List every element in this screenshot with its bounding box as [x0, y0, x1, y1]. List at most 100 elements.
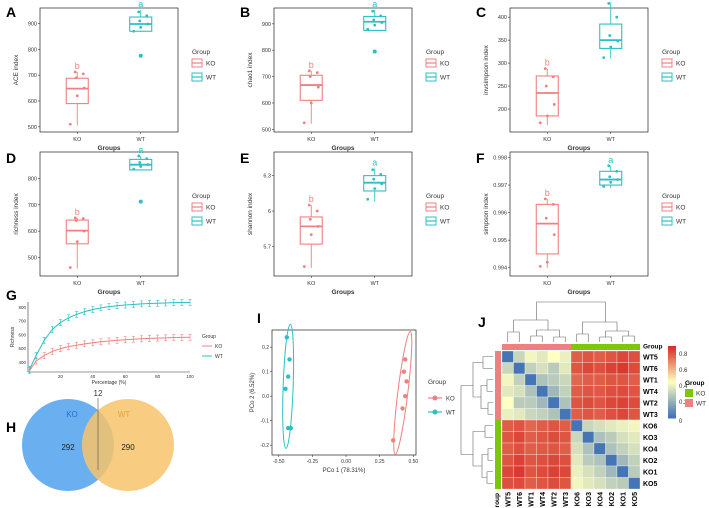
data-point: [75, 94, 79, 98]
legend-title: Group: [426, 49, 444, 56]
significance-letter: a: [372, 0, 377, 9]
heatmap-cell: [559, 465, 572, 478]
heatmap-cell: [593, 362, 606, 375]
y-tick-label: 400: [18, 360, 26, 365]
x-axis-title: PCo 1 (78.31%): [323, 468, 366, 474]
col-label: KO1: [620, 492, 627, 507]
heatmap-cell: [524, 454, 537, 467]
y-axis-title: simpson index: [483, 192, 490, 234]
data-point: [302, 121, 306, 125]
heatmap-cell: [628, 477, 641, 490]
heatmap-cell: [582, 442, 595, 455]
data-point: [139, 165, 143, 168]
row-annotation-cell: [495, 351, 501, 363]
heatmap-cell: [582, 477, 595, 490]
x-tick-label: 100: [186, 374, 194, 379]
heatmap-cell: [559, 477, 572, 490]
x-axis-title: Groups: [97, 145, 120, 152]
col-annotation-cell: [548, 344, 560, 350]
data-point: [607, 164, 611, 168]
col-annotation-cell: [605, 344, 617, 350]
y-tick-label: 800: [18, 305, 26, 310]
heatmap-cell: [513, 408, 526, 421]
data-point: [309, 233, 313, 237]
heatmap-cell: [536, 373, 549, 386]
data-point: [73, 216, 77, 220]
color-scale-step: [668, 365, 676, 369]
col-annotation-cell: [628, 344, 640, 350]
y-tick-label: 0.994: [493, 266, 507, 272]
data-point: [552, 103, 556, 106]
data-point: [81, 217, 85, 220]
col-annotation-label: Group: [643, 344, 663, 351]
heatmap-cell: [536, 408, 549, 421]
heatmap-cell: [593, 408, 606, 421]
col-label: WT3: [563, 492, 570, 507]
heatmap-cell: [605, 442, 618, 455]
col-label: WT4: [540, 492, 547, 507]
heatmap-cell: [593, 419, 606, 432]
data-point: [309, 101, 313, 105]
sample-point: [390, 438, 396, 443]
significance-letter: b: [309, 194, 314, 204]
y-tick-label: 350: [498, 38, 507, 44]
heatmap-cell: [570, 350, 583, 363]
data-point: [371, 9, 375, 13]
color-scale-step: [668, 374, 676, 378]
heatmap-cell: [593, 465, 606, 478]
data-point: [380, 182, 384, 186]
legend-label-wt: WT: [440, 75, 450, 82]
data-point: [145, 14, 149, 18]
data-point: [302, 265, 306, 268]
box-ko: [299, 216, 323, 245]
panel-d: 500 600 700 800 richness index KO b WT a Groups Gr…: [13, 145, 216, 296]
y-tick-label: 300: [498, 61, 507, 67]
group-legend-label-wt: WT: [696, 401, 706, 408]
group-legend-label-ko: KO: [696, 391, 705, 398]
data-point: [609, 45, 613, 49]
heatmap-cell: [559, 385, 572, 398]
data-point: [74, 76, 78, 80]
heatmap-cell: [593, 385, 606, 398]
row-label: WT6: [643, 366, 658, 373]
color-scale-step: [668, 413, 676, 417]
heatmap-cell: [536, 465, 549, 478]
color-scale-step: [668, 391, 676, 395]
data-point: [608, 175, 612, 179]
y-tick-label: 0.1: [262, 369, 269, 375]
heatmap-cell: [616, 419, 629, 432]
x-tick-label: KO: [543, 281, 552, 287]
data-point: [315, 209, 319, 213]
legend-label-wt: WT: [206, 219, 216, 226]
heatmap-cell: [501, 431, 514, 444]
col-label: KO3: [586, 492, 593, 507]
heatmap-cell: [547, 350, 560, 363]
data-point: [373, 187, 377, 191]
row-label: WT1: [643, 377, 658, 384]
heatmap-cell: [570, 442, 583, 455]
color-scale-step: [668, 403, 676, 407]
data-point: [602, 56, 606, 59]
x-tick-label: 80: [155, 374, 161, 379]
confidence-ellipse-wt: [282, 323, 295, 449]
heatmap-cell: [582, 408, 595, 421]
y-axis-title: PCo 2 (6.52%): [250, 373, 256, 412]
legend-label-wt: WT: [206, 75, 216, 82]
col-annotation-cell: [536, 344, 548, 350]
data-point: [73, 70, 77, 74]
panel-label-a: A: [6, 4, 16, 20]
outlier-point: [138, 199, 143, 204]
heatmap-cell: [513, 431, 526, 444]
heatmap-cell: [513, 477, 526, 490]
heatmap-cell: [524, 385, 537, 398]
venn-count-ko: 292: [61, 443, 75, 452]
data-point: [68, 122, 72, 126]
data-point: [74, 219, 78, 222]
y-tick-label: 400: [498, 15, 507, 21]
significance-letter: a: [608, 155, 613, 165]
y-tick-label: 900: [28, 22, 37, 28]
y-tick-label: 5.7: [263, 244, 271, 250]
data-point: [608, 34, 612, 37]
data-point: [75, 240, 79, 244]
col-annotation-cell: [502, 344, 514, 350]
